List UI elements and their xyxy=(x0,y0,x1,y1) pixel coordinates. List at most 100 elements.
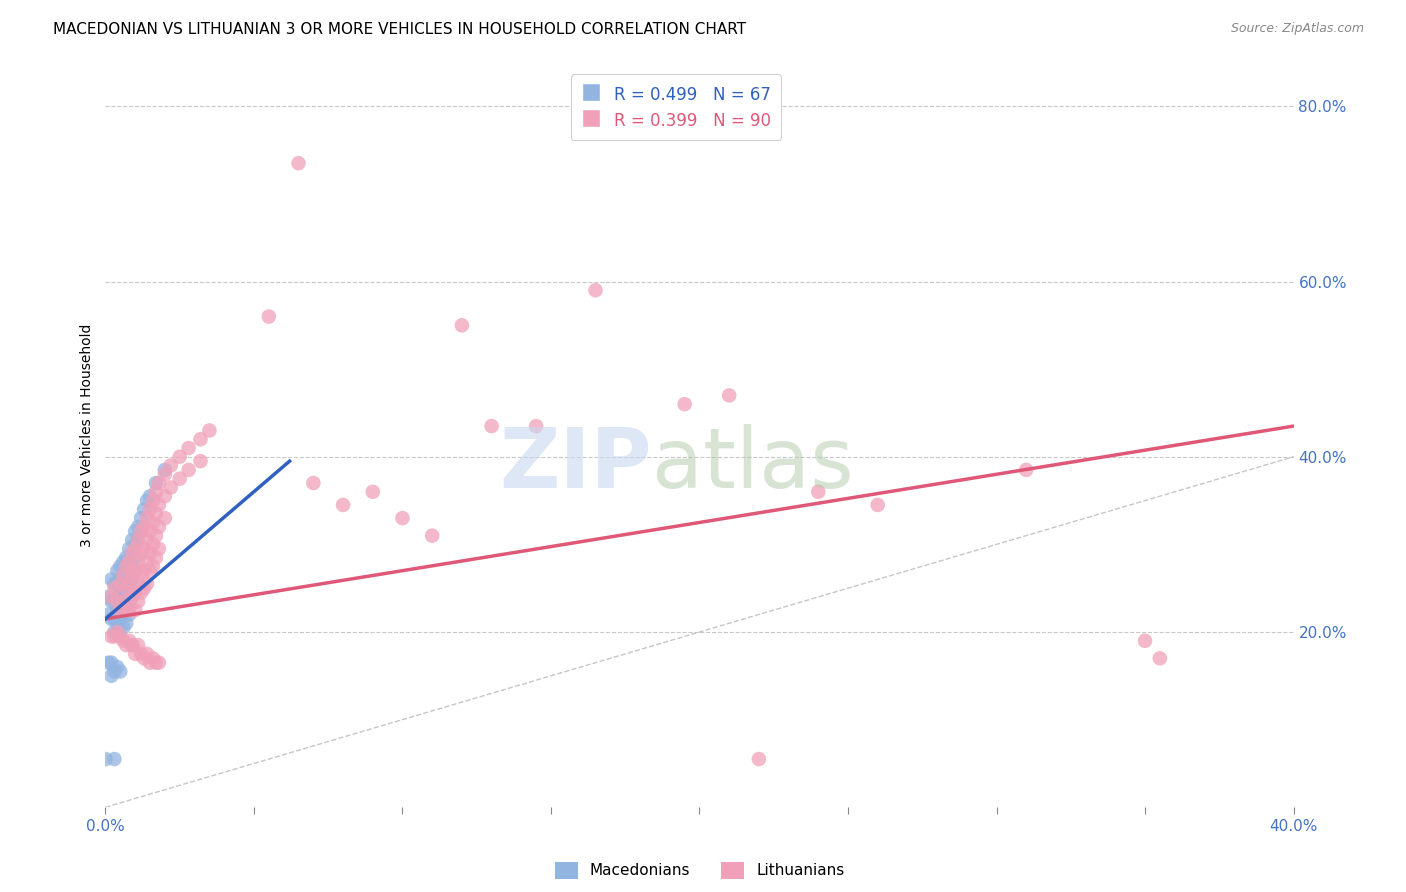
Point xyxy=(103,629,125,643)
Point xyxy=(105,590,128,604)
Point xyxy=(142,516,165,530)
Point xyxy=(124,537,146,551)
Point xyxy=(153,467,176,482)
Point xyxy=(129,546,152,560)
Point xyxy=(287,156,309,170)
Text: Source: ZipAtlas.com: Source: ZipAtlas.com xyxy=(1230,22,1364,36)
Point xyxy=(132,502,155,516)
Point xyxy=(153,489,176,503)
Point xyxy=(332,498,354,512)
Point xyxy=(124,603,146,617)
Point xyxy=(112,594,135,608)
Point xyxy=(105,577,128,591)
Point xyxy=(103,752,125,766)
Point xyxy=(1149,651,1171,665)
Point xyxy=(139,564,162,578)
Point xyxy=(115,603,138,617)
Point xyxy=(110,577,132,591)
Point xyxy=(103,594,125,608)
Point xyxy=(118,568,141,582)
Point xyxy=(139,502,162,516)
Y-axis label: 3 or more Vehicles in Household: 3 or more Vehicles in Household xyxy=(80,323,94,547)
Point xyxy=(105,660,128,674)
Point xyxy=(100,656,122,670)
Point xyxy=(110,573,132,587)
Point xyxy=(103,581,125,595)
Point xyxy=(115,603,138,617)
Point xyxy=(121,546,143,560)
Point xyxy=(118,555,141,569)
Point xyxy=(121,546,143,560)
Point xyxy=(115,638,138,652)
Point xyxy=(132,520,155,534)
Point xyxy=(100,590,122,604)
Point xyxy=(142,559,165,574)
Point xyxy=(124,524,146,539)
Point xyxy=(159,458,181,473)
Point xyxy=(139,546,162,560)
Point xyxy=(124,564,146,578)
Point xyxy=(190,432,212,446)
Point xyxy=(127,594,149,608)
Point xyxy=(127,533,149,547)
Point xyxy=(127,638,149,652)
Point xyxy=(121,638,143,652)
Point xyxy=(148,541,170,556)
Point xyxy=(105,625,128,640)
Point xyxy=(110,603,132,617)
Point xyxy=(136,647,159,661)
Point xyxy=(127,555,149,569)
Point xyxy=(103,612,125,626)
Point xyxy=(136,577,159,591)
Point xyxy=(148,498,170,512)
Point xyxy=(807,484,830,499)
Point xyxy=(112,633,135,648)
Point xyxy=(145,656,167,670)
Point xyxy=(177,441,200,455)
Point xyxy=(129,524,152,539)
Point xyxy=(121,573,143,587)
Point xyxy=(132,651,155,665)
Point xyxy=(145,528,167,542)
Point xyxy=(139,489,162,503)
Point xyxy=(190,454,212,468)
Point xyxy=(124,541,146,556)
Point xyxy=(121,638,143,652)
Point xyxy=(115,559,138,574)
Point xyxy=(105,594,128,608)
Point xyxy=(132,564,155,578)
Point xyxy=(129,568,152,582)
Point xyxy=(110,629,132,643)
Point xyxy=(103,577,125,591)
Point xyxy=(132,581,155,595)
Point xyxy=(198,424,221,438)
Point xyxy=(112,568,135,582)
Point xyxy=(124,585,146,599)
Point xyxy=(585,283,607,297)
Point xyxy=(524,419,547,434)
Point xyxy=(145,484,167,499)
Point xyxy=(136,511,159,525)
Point xyxy=(97,656,120,670)
Point xyxy=(100,573,122,587)
Point xyxy=(112,621,135,635)
Point xyxy=(103,665,125,679)
Point xyxy=(718,388,741,402)
Point xyxy=(118,607,141,622)
Point xyxy=(112,568,135,582)
Point xyxy=(118,633,141,648)
Point xyxy=(121,585,143,599)
Point xyxy=(127,577,149,591)
Point xyxy=(129,585,152,599)
Point xyxy=(121,559,143,574)
Point xyxy=(139,656,162,670)
Point xyxy=(169,472,191,486)
Point xyxy=(866,498,889,512)
Point xyxy=(110,599,132,613)
Point xyxy=(302,476,325,491)
Point xyxy=(100,612,122,626)
Legend: Macedonians, Lithuanians: Macedonians, Lithuanians xyxy=(548,855,851,885)
Point xyxy=(148,520,170,534)
Point xyxy=(110,585,132,599)
Point xyxy=(118,594,141,608)
